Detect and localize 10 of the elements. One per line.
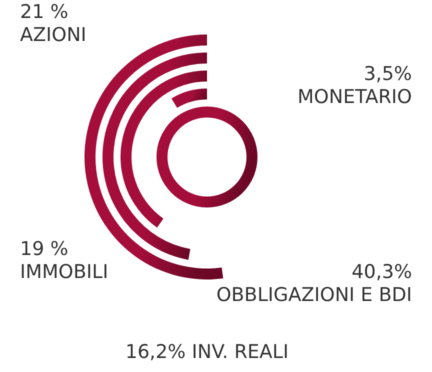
category-label: INV. REALI	[192, 341, 289, 363]
data-label: 16,2%	[125, 341, 186, 363]
category-label: AZIONI	[20, 24, 86, 46]
data-label: 3,5%	[364, 63, 412, 85]
data-label: 21 %	[20, 1, 68, 23]
category-label: OBBLIGAZIONI E BDI	[216, 284, 412, 306]
data-label: 40,3%	[352, 261, 412, 283]
data-label: 19 %	[20, 238, 68, 260]
category-label: IMMOBILI	[20, 261, 108, 283]
category-label: MONETARIO	[298, 86, 412, 108]
